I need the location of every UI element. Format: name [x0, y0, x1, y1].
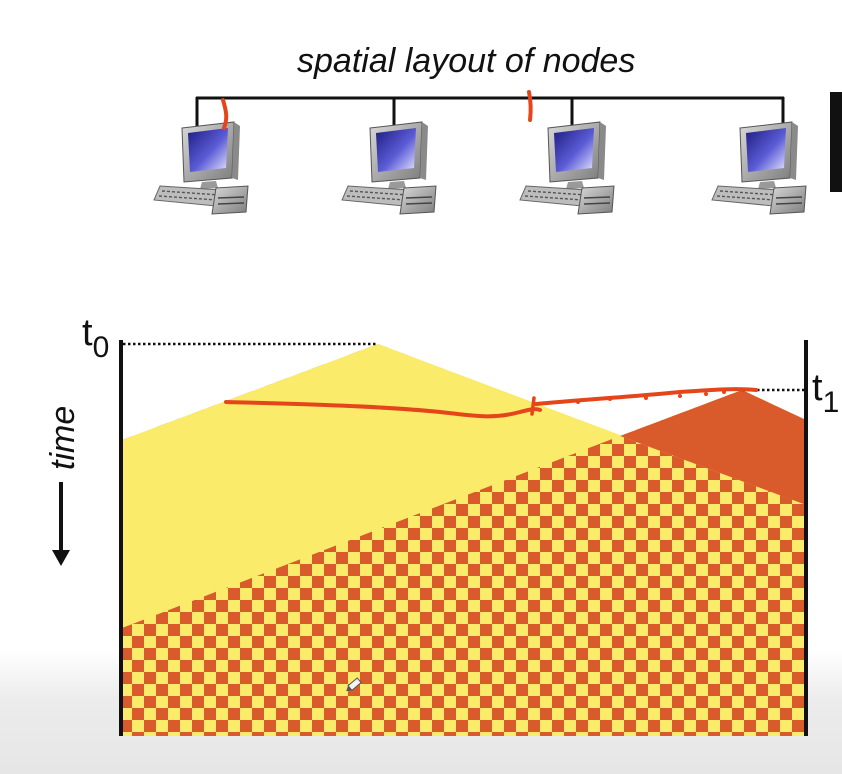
annotation-stroke [224, 400, 542, 419]
diagram-title: spatial layout of nodes [297, 42, 636, 80]
cropped-edge-bar [830, 92, 842, 192]
propagation-plot [122, 300, 806, 736]
computer-icon [153, 121, 249, 215]
signal-wedge-b [620, 390, 806, 505]
annotation-mark [221, 98, 229, 130]
annotation-stroke [530, 396, 536, 416]
collision-overlap [122, 436, 806, 736]
t0-label: t0 [82, 312, 109, 364]
t1-label: t1 [812, 367, 839, 419]
computer-icon [519, 121, 615, 215]
bus-line [195, 96, 785, 128]
computer-icon [341, 121, 437, 215]
time-arrow-head [52, 550, 70, 566]
annotation-stroke [534, 387, 758, 406]
time-axis-label: time [44, 406, 82, 470]
pencil-cursor-icon [346, 677, 362, 692]
annotation-mark [527, 90, 533, 122]
computer-icon [711, 121, 807, 215]
annotation-dots [576, 390, 726, 404]
